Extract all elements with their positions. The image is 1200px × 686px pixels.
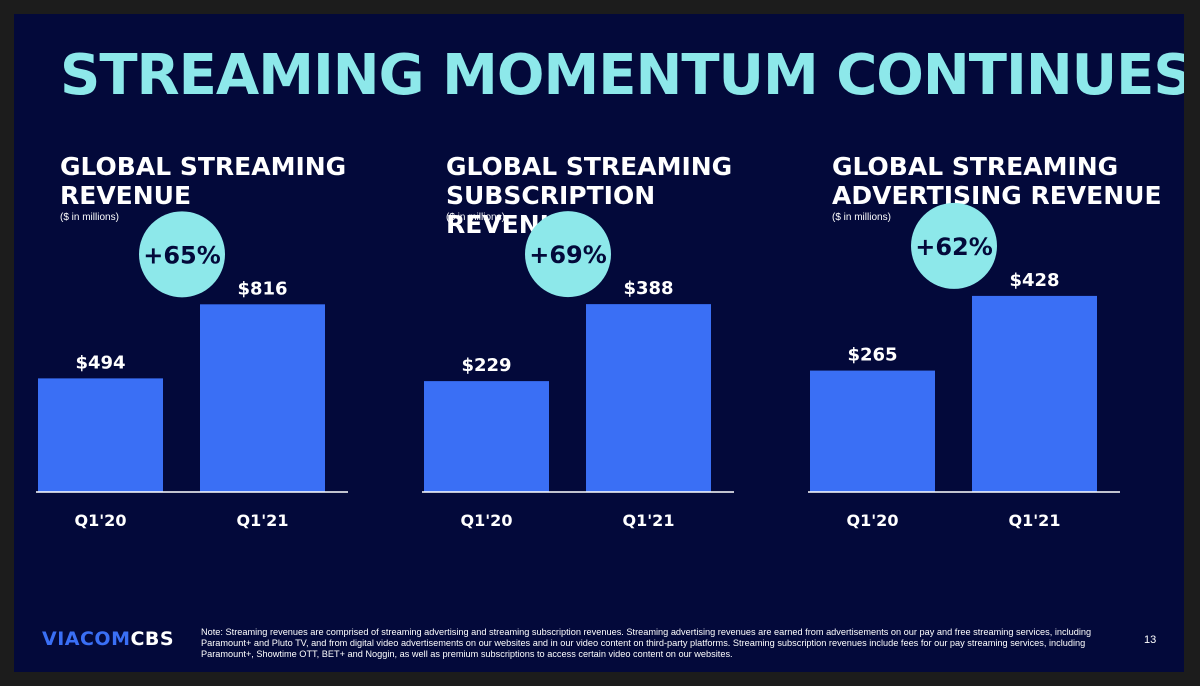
chart-panel-subscription-revenue: GLOBAL STREAMING SUBSCRIPTION REVENUE ($… bbox=[422, 152, 786, 542]
growth-badge bbox=[139, 211, 225, 298]
category-label: Q1'20 bbox=[75, 511, 127, 530]
value-label: $265 bbox=[847, 345, 897, 366]
bar-1 bbox=[810, 370, 935, 492]
bar-2 bbox=[586, 304, 711, 492]
value-label: $816 bbox=[237, 278, 287, 299]
value-label: $388 bbox=[623, 278, 673, 299]
chart-title: GLOBAL STREAMING SUBSCRIPTION REVENUE bbox=[446, 152, 733, 239]
chart-subscription-revenue: $229 Q1'20 $388 Q1'21 +69% bbox=[422, 211, 734, 530]
viacomcbs-logo: VIACOMCBS bbox=[42, 628, 174, 650]
chart-unit: ($ in millions) bbox=[446, 212, 505, 223]
growth-badge bbox=[525, 211, 611, 298]
footnote: Note: Streaming revenues are comprised o… bbox=[201, 627, 1092, 659]
slide: STREAMING MOMENTUM CONTINUES GLOBAL STRE… bbox=[14, 14, 1184, 672]
value-label: $494 bbox=[75, 352, 125, 373]
chart-total-revenue: $494 Q1'20 $816 Q1'21 +65% bbox=[36, 211, 348, 530]
category-label: Q1'20 bbox=[461, 511, 513, 530]
chart-title: GLOBAL STREAMING REVENUE bbox=[60, 152, 347, 210]
chart-advertising-revenue: $265 Q1'20 $428 Q1'21 +62% bbox=[808, 202, 1120, 530]
category-label: Q1'21 bbox=[1009, 511, 1061, 530]
growth-label: +65% bbox=[143, 241, 221, 269]
bar-1 bbox=[38, 378, 163, 492]
category-label: Q1'21 bbox=[237, 511, 289, 530]
growth-label: +69% bbox=[529, 241, 607, 269]
chart-unit: ($ in millions) bbox=[60, 212, 119, 223]
chart-panel-advertising-revenue: GLOBAL STREAMING ADVERTISING REVENUE ($ … bbox=[808, 152, 1172, 542]
growth-label: +62% bbox=[915, 233, 993, 261]
chart-unit: ($ in millions) bbox=[832, 212, 891, 223]
value-label: $428 bbox=[1009, 270, 1059, 291]
page-title: STREAMING MOMENTUM CONTINUES bbox=[60, 43, 1184, 108]
category-label: Q1'21 bbox=[623, 511, 675, 530]
value-label: $229 bbox=[461, 355, 511, 376]
category-label: Q1'20 bbox=[847, 511, 899, 530]
bar-2 bbox=[972, 295, 1097, 492]
page-number: 13 bbox=[1144, 634, 1157, 646]
logo-part-1: VIACOM bbox=[42, 628, 131, 650]
logo-part-2: CBS bbox=[130, 628, 175, 650]
growth-badge bbox=[911, 202, 997, 289]
bar-1 bbox=[424, 381, 549, 492]
chart-title: GLOBAL STREAMING ADVERTISING REVENUE bbox=[832, 152, 1162, 210]
chart-panel-total-revenue: GLOBAL STREAMING REVENUE ($ in millions)… bbox=[36, 152, 400, 542]
bar-2 bbox=[200, 304, 325, 492]
